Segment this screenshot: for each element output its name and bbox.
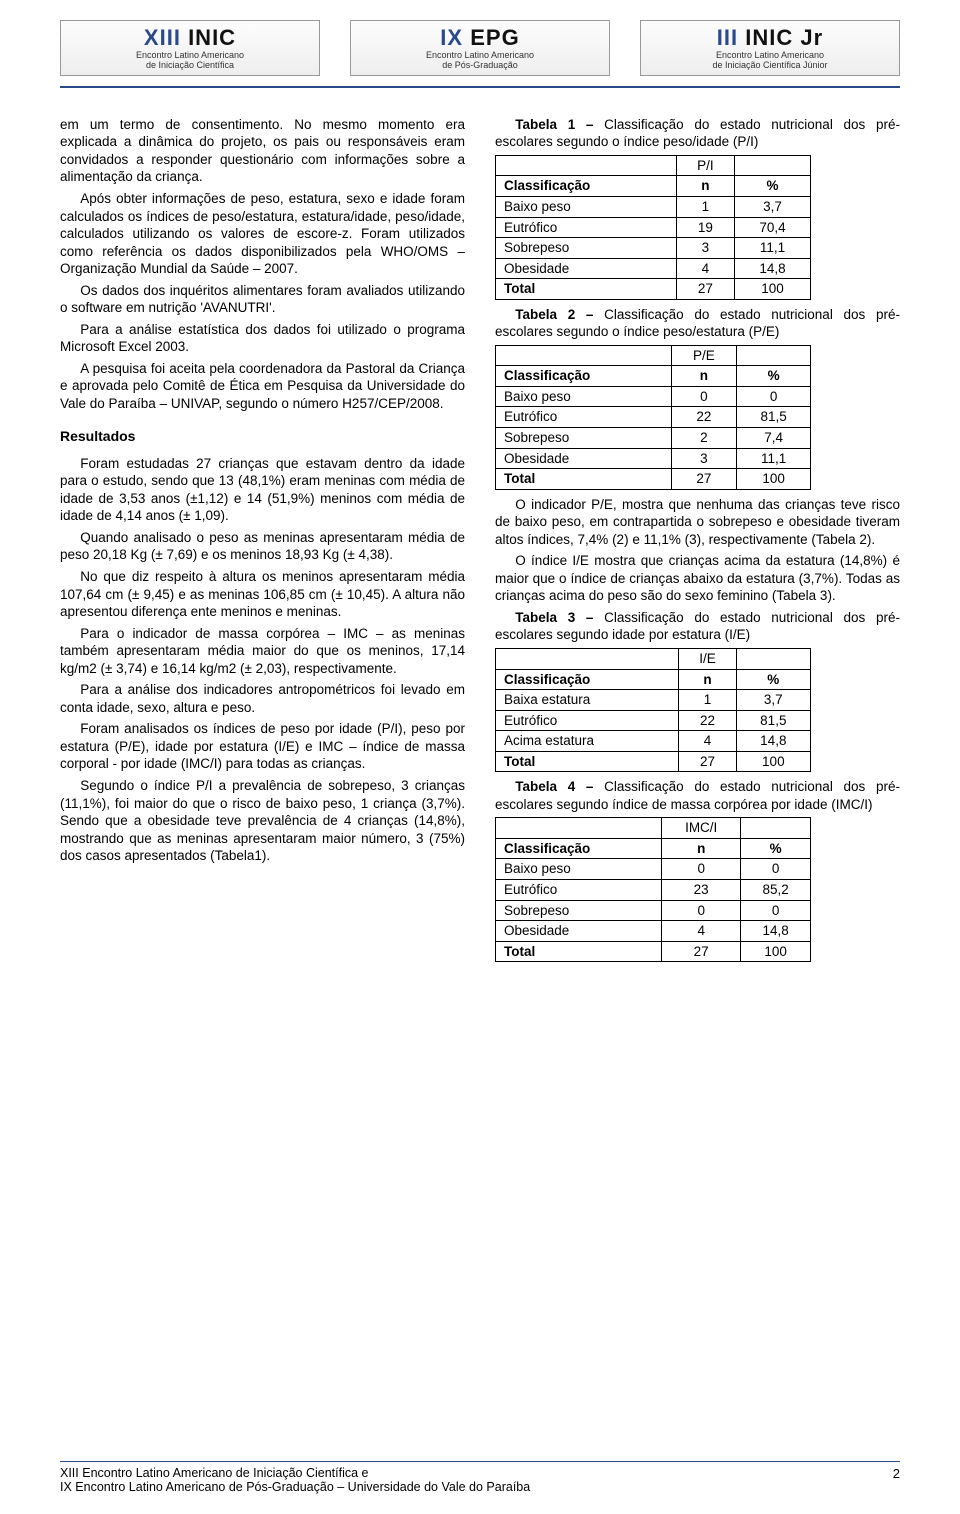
table-row: Baixo peso00: [496, 859, 811, 880]
page: XIII INIC Encontro Latino Americano de I…: [0, 0, 960, 1514]
para: Quando analisado o peso as meninas apres…: [60, 529, 465, 564]
table-row: Total27100: [496, 941, 811, 962]
tbl-group: P/I: [676, 155, 735, 176]
para: em um termo de consentimento. No mesmo m…: [60, 116, 465, 186]
caption-bold: Tabela 4 –: [515, 779, 593, 794]
table-row: Baixa estatura13,7: [496, 690, 811, 711]
para: Foram estudadas 27 crianças que estavam …: [60, 455, 465, 525]
para: O indicador P/E, mostra que nenhuma das …: [495, 496, 900, 549]
table-row: Sobrepeso311,1: [496, 238, 811, 259]
para: O índice I/E mostra que crianças acima d…: [495, 552, 900, 605]
table-pi: P/I Classificaçãon% Baixo peso13,7 Eutró…: [495, 155, 811, 300]
table3-caption: Tabela 3 – Classificação do estado nutri…: [495, 609, 900, 644]
para: No que diz respeito à altura os meninos …: [60, 568, 465, 621]
para: Os dados dos inquéritos alimentares fora…: [60, 282, 465, 317]
table-row: Obesidade414,8: [496, 258, 811, 279]
page-number: 2: [893, 1466, 900, 1494]
header-logos: XIII INIC Encontro Latino Americano de I…: [60, 20, 900, 76]
table-row: Sobrepeso00: [496, 900, 811, 921]
tbl-group: IMC/I: [662, 818, 741, 839]
table1-caption: Tabela 1 – Classificação do estado nutri…: [495, 116, 900, 151]
para: Foram analisados os índices de peso por …: [60, 720, 465, 773]
logo-sub2: de Pós-Graduação: [359, 61, 601, 71]
caption-bold: Tabela 2 –: [515, 307, 593, 322]
table-row: Obesidade414,8: [496, 921, 811, 942]
table-row: Obesidade311,1: [496, 448, 811, 469]
logo-inicjr: III INIC Jr Encontro Latino Americano de…: [640, 20, 900, 76]
para: Para a análise estatística dos dados foi…: [60, 321, 465, 356]
left-column: em um termo de consentimento. No mesmo m…: [60, 116, 465, 968]
para: Segundo o índice P/I a prevalência de so…: [60, 777, 465, 865]
caption-bold: Tabela 1 –: [515, 117, 593, 132]
logo-roman: IX: [440, 25, 463, 50]
logo-sub2: de Iniciação Científica Júnior: [649, 61, 891, 71]
logo-name: EPG: [470, 25, 519, 50]
footer-line1: XIII Encontro Latino Americano de Inicia…: [60, 1466, 530, 1480]
table-row: Total27100: [496, 751, 811, 772]
footer: XIII Encontro Latino Americano de Inicia…: [60, 1461, 900, 1494]
col-head: Classificação: [496, 176, 677, 197]
footer-line2: IX Encontro Latino Americano de Pós-Grad…: [60, 1480, 530, 1494]
table-row: Eutrófico2385,2: [496, 880, 811, 901]
para: Para a análise dos indicadores antropomé…: [60, 681, 465, 716]
logo-inic: XIII INIC Encontro Latino Americano de I…: [60, 20, 320, 76]
table-ie: I/E Classificaçãon% Baixa estatura13,7 E…: [495, 648, 811, 772]
table-row: Baixo peso13,7: [496, 196, 811, 217]
caption-bold: Tabela 3 –: [515, 610, 593, 625]
table-row: Sobrepeso27,4: [496, 427, 811, 448]
heading-results: Resultados: [60, 427, 465, 445]
logo-name: INIC Jr: [745, 25, 823, 50]
para: A pesquisa foi aceita pela coordenadora …: [60, 360, 465, 413]
table-row: Eutrófico1970,4: [496, 217, 811, 238]
table-imci: IMC/I Classificaçãon% Baixo peso00 Eutró…: [495, 817, 811, 962]
logo-roman: XIII: [144, 25, 181, 50]
footer-text: XIII Encontro Latino Americano de Inicia…: [60, 1466, 530, 1494]
right-column: Tabela 1 – Classificação do estado nutri…: [495, 116, 900, 968]
table-row: Eutrófico2281,5: [496, 407, 811, 428]
tbl-group: P/E: [671, 345, 737, 366]
col-head: n: [676, 176, 735, 197]
table-pe: P/E Classificaçãon% Baixo peso00 Eutrófi…: [495, 345, 811, 490]
logo-epg: IX EPG Encontro Latino Americano de Pós-…: [350, 20, 610, 76]
table-row: Total27100: [496, 469, 811, 490]
logo-name: INIC: [188, 25, 236, 50]
body-columns: em um termo de consentimento. No mesmo m…: [60, 116, 900, 968]
para: Para o indicador de massa corpórea – IMC…: [60, 625, 465, 678]
col-head: %: [735, 176, 811, 197]
table-row: Total27100: [496, 279, 811, 300]
header-rule: [60, 86, 900, 88]
table-row: Acima estatura414,8: [496, 731, 811, 752]
table2-caption: Tabela 2 – Classificação do estado nutri…: [495, 306, 900, 341]
para: Após obter informações de peso, estatura…: [60, 190, 465, 278]
table-row: Eutrófico2281,5: [496, 710, 811, 731]
table4-caption: Tabela 4 – Classificação do estado nutri…: [495, 778, 900, 813]
tbl-group: I/E: [679, 649, 736, 670]
logo-sub2: de Iniciação Científica: [69, 61, 311, 71]
logo-roman: III: [717, 25, 738, 50]
table-row: Baixo peso00: [496, 386, 811, 407]
